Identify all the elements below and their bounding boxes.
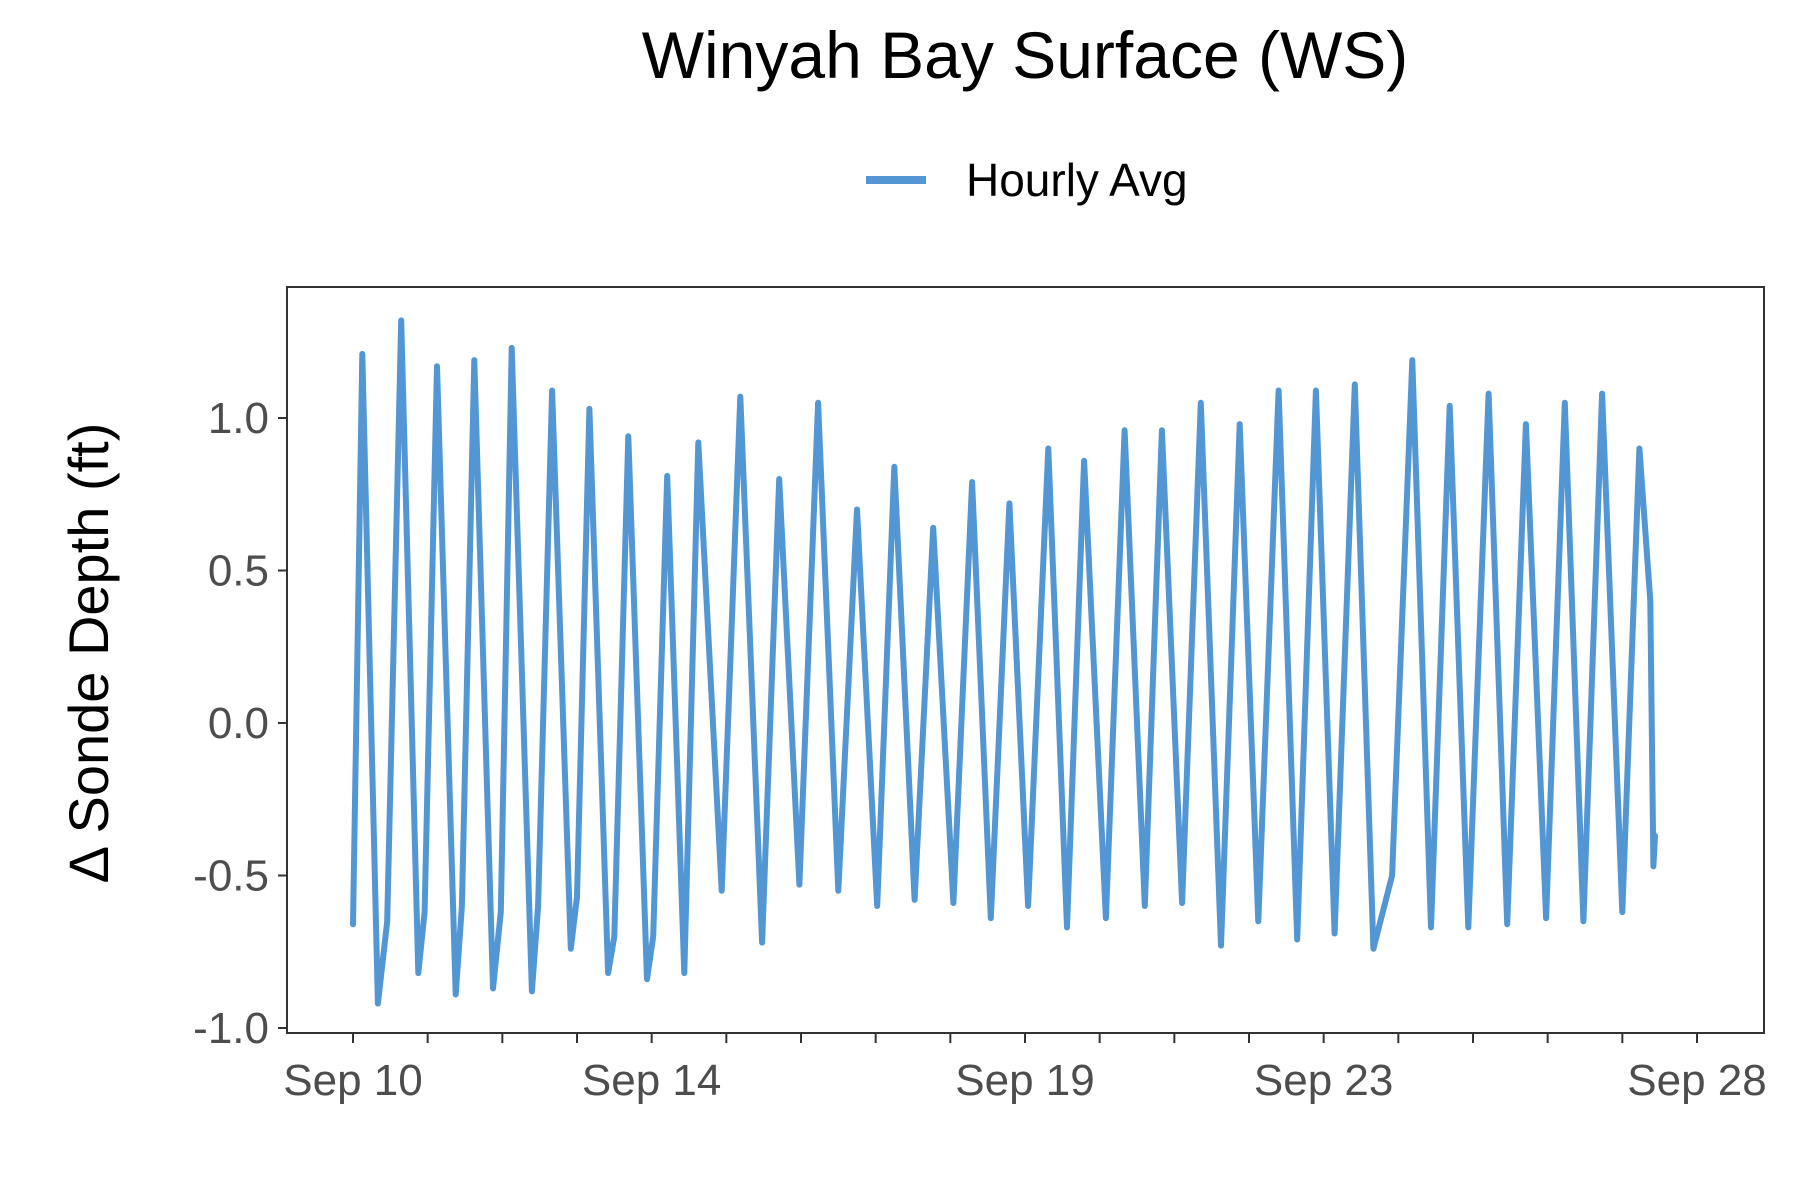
chart-title: Winyah Bay Surface (WS) bbox=[642, 18, 1409, 92]
legend: Hourly Avg bbox=[866, 154, 1188, 206]
y-tick-label: -1.0 bbox=[193, 1004, 269, 1053]
y-tick-label: 0.0 bbox=[208, 699, 269, 748]
y-axis: 1.0 0.5 0.0 -0.5 -1.0 bbox=[193, 394, 287, 1053]
x-tick-label: Sep 14 bbox=[582, 1056, 721, 1105]
y-tick-label: 0.5 bbox=[208, 547, 269, 596]
x-axis: Sep 10 Sep 14 Sep 19 Sep 23 Sep 28 bbox=[283, 1033, 1767, 1105]
legend-label-hourly-avg: Hourly Avg bbox=[966, 154, 1188, 206]
y-axis-label: Δ Sonde Depth (ft) bbox=[57, 423, 120, 884]
x-tick-label: Sep 19 bbox=[955, 1056, 1094, 1105]
y-tick-label: 1.0 bbox=[208, 394, 269, 443]
x-tick-label: Sep 10 bbox=[283, 1056, 422, 1105]
y-tick-label: -0.5 bbox=[193, 852, 269, 901]
series-line-hourly-avg bbox=[350, 317, 1658, 1007]
x-tick-label: Sep 23 bbox=[1254, 1056, 1393, 1105]
x-tick-label: Sep 28 bbox=[1627, 1056, 1766, 1105]
